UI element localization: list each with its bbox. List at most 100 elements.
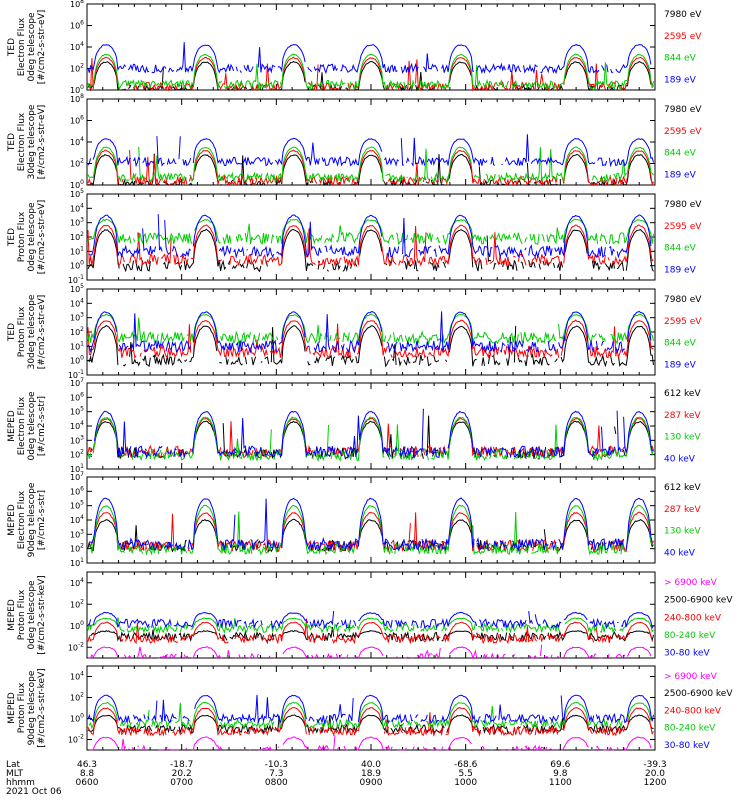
- x-tick-label: -18.7: [170, 760, 193, 770]
- legend-entry: 189 eV: [664, 75, 697, 85]
- x-tick-label: 0700: [170, 778, 193, 788]
- y-tick-label: 106: [70, 115, 84, 126]
- y-tick-label: 103: [70, 528, 84, 539]
- legend-entry: 287 keV: [664, 505, 701, 515]
- legend-entry: 844 eV: [664, 149, 697, 159]
- y-tick-label: 104: [70, 202, 84, 213]
- series-line: [87, 618, 653, 645]
- y-tick-label: 10-2: [68, 734, 84, 745]
- y-tick-label: 103: [70, 312, 84, 323]
- y-tick-label: 106: [70, 391, 84, 402]
- legend-entry: 7980 eV: [664, 200, 702, 210]
- x-tick-label: -68.6: [454, 760, 478, 770]
- legend-entry: 30-80 keV: [664, 649, 710, 659]
- y-tick-label: 101: [70, 340, 84, 351]
- y-axis-label: TED: [7, 38, 17, 57]
- x-tick-label: 1100: [549, 778, 572, 788]
- legend-entry: > 6900 keV: [664, 672, 718, 682]
- legend-entry: 2500-6900 keV: [664, 596, 733, 606]
- x-tick-label: 0600: [76, 778, 99, 788]
- x-row-label: hhmm: [6, 778, 35, 788]
- series-line: [87, 319, 654, 360]
- y-axis-label: Proton Flux: [17, 211, 27, 262]
- legend-entry: 2595 eV: [664, 32, 702, 42]
- series-line: [87, 146, 654, 184]
- y-tick-label: 104: [70, 671, 84, 682]
- legend-entry: 2500-6900 keV: [664, 689, 733, 699]
- x-tick-label: -10.3: [265, 760, 288, 770]
- x-tick-label: 40.0: [361, 760, 381, 770]
- y-axis-label: [#/cm2-s-str]: [37, 396, 47, 456]
- y-tick-label: 100: [70, 355, 84, 366]
- series-line: [87, 134, 654, 168]
- legend-entry: 80-240 keV: [664, 724, 716, 734]
- legend-entry: 189 eV: [664, 360, 697, 370]
- y-tick-label: 101: [70, 463, 84, 474]
- legend-entry: 844 eV: [664, 244, 697, 254]
- x-tick-label: 1200: [644, 778, 667, 788]
- y-axis-label: 90deg telescope: [27, 670, 37, 745]
- y-tick-label: 102: [70, 63, 84, 74]
- x-tick-label: 18.9: [361, 769, 381, 779]
- y-tick-label: 102: [70, 158, 84, 169]
- y-axis-label: 30deg telescope: [27, 294, 37, 369]
- series-line: [87, 694, 654, 725]
- series-line: [87, 707, 654, 737]
- legend-entry: 7980 eV: [664, 105, 702, 115]
- y-tick-label: 10-1: [68, 369, 84, 380]
- y-axis-label: MEPED: [7, 504, 17, 536]
- y-tick-label: 102: [70, 449, 84, 460]
- series-line: [87, 224, 654, 267]
- y-axis-label: 0deg telescope: [27, 580, 37, 650]
- legend-entry: 40 keV: [664, 548, 696, 558]
- x-tick-label: 20.0: [645, 769, 665, 779]
- y-axis-label: [#/cm2-s-str-eV]: [37, 105, 47, 180]
- y-tick-label: 100: [70, 260, 84, 271]
- legend-entry: 287 keV: [664, 411, 701, 421]
- series-line: [87, 53, 654, 91]
- series-line: [87, 325, 654, 368]
- series-line: [90, 408, 654, 460]
- legend-entry: 7980 eV: [664, 10, 702, 20]
- y-axis-label: MEPED: [7, 599, 17, 631]
- x-tick-label: 0900: [360, 778, 383, 788]
- legend-entry: > 6900 keV: [664, 578, 718, 588]
- y-tick-label: 102: [70, 326, 84, 337]
- legend-entry: 7980 eV: [664, 295, 702, 305]
- y-axis-label: [#/cm2-s-str-keV]: [37, 575, 47, 654]
- y-tick-label: 102: [70, 543, 84, 554]
- y-tick-label: 102: [70, 692, 84, 703]
- series-line: [89, 511, 654, 553]
- series-line: [87, 313, 654, 346]
- series-line: [89, 497, 653, 552]
- legend-entry: 2595 eV: [664, 222, 702, 232]
- y-axis-label: [#/cm2-s-str-eV]: [37, 10, 47, 85]
- legend-entry: 2595 eV: [664, 317, 702, 327]
- x-tick-label: 9.8: [553, 769, 568, 779]
- x-row-label: MLT: [6, 769, 24, 779]
- y-axis-label: Proton Flux: [17, 306, 27, 357]
- y-tick-label: 106: [70, 485, 84, 496]
- series-line: [88, 311, 654, 352]
- x-tick-label: 69.6: [550, 760, 570, 770]
- y-axis-label: 90deg telescope: [27, 482, 37, 557]
- y-axis-label: 0deg telescope: [27, 391, 37, 461]
- legend-entry: 844 eV: [664, 339, 697, 349]
- series-line: [91, 416, 654, 459]
- x-tick-label: 5.5: [459, 769, 473, 779]
- y-axis-label: Electron Flux: [17, 112, 27, 171]
- y-tick-label: 103: [70, 434, 84, 445]
- legend-entry: 612 keV: [664, 483, 701, 493]
- x-tick-label: 46.3: [77, 760, 97, 770]
- y-axis-label: Proton Flux: [17, 589, 27, 640]
- y-tick-label: 100: [70, 620, 84, 631]
- x-row-label: Lat: [6, 760, 21, 770]
- y-tick-label: 101: [70, 557, 84, 568]
- y-tick-label: 100: [70, 84, 84, 95]
- y-tick-label: 100: [70, 179, 84, 190]
- y-tick-label: 108: [70, 93, 84, 104]
- legend-entry: 189 eV: [664, 170, 697, 180]
- legend-entry: 240-800 keV: [664, 706, 722, 716]
- y-tick-label: 105: [70, 406, 84, 417]
